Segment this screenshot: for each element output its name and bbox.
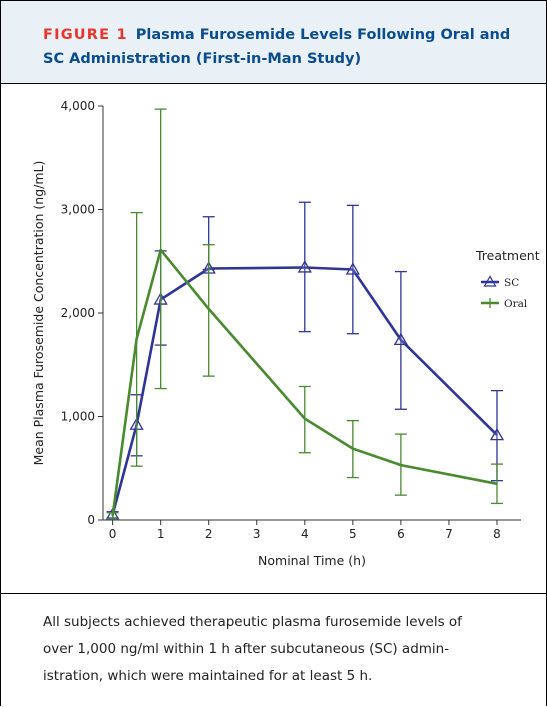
figure-title: Plasma Furosemide Levels Following Oral … [43,27,511,67]
x-tick-label: 7 [445,527,453,541]
x-tick-label: 6 [397,527,405,541]
figure-heading: FIGURE 1 Plasma Furosemide Levels Followi… [43,23,513,71]
x-tick-label: 2 [205,527,213,541]
caption-line: over 1,000 ng/ml within 1 h after subcut… [43,641,450,657]
caption-divider [1,593,546,594]
figure-caption: All subjects achieved therapeutic plasma… [43,609,523,690]
figure-header: FIGURE 1 Plasma Furosemide Levels Followi… [1,1,546,84]
legend-triangle-icon [483,275,497,287]
y-tick-label: 2,000 [61,306,95,320]
y-tick-label: 0 [87,513,95,527]
data-point-triangle [489,427,505,441]
pk-line-chart: 0 1,000 2,000 3,000 4,000 0 1 2 3 4 5 6 7 8 Nominal Ti… [31,99,540,568]
caption-line: All subjects achieved therapeutic plasma… [43,614,462,630]
legend-label: Oral [504,298,528,310]
y-tick-label: 1,000 [61,410,95,424]
data-point-triangle [297,260,312,273]
data-point-triangle [345,262,360,275]
y-axis-label: Mean Plasma Furosemide Concentration (ng… [31,161,46,466]
x-tick-label: 8 [493,527,501,541]
x-tick-label: 5 [349,527,357,541]
series-line-sc [111,266,498,516]
legend-title: Treatment [475,248,540,263]
y-tick-label: 4,000 [61,99,95,113]
legend-label: SC [504,277,519,289]
caption-line: istration, which were maintained for at … [43,668,373,684]
x-tick-label: 3 [253,527,261,541]
x-tick-label: 4 [301,527,309,541]
y-tick-label: 3,000 [61,203,95,217]
data-point-triangle [393,332,409,346]
figure-label: FIGURE 1 [43,27,128,43]
x-axis-label: Nominal Time (h) [258,553,366,568]
x-tick-label: 1 [157,527,165,541]
x-tick-label: 0 [109,527,117,541]
series-line-oral [111,248,498,517]
